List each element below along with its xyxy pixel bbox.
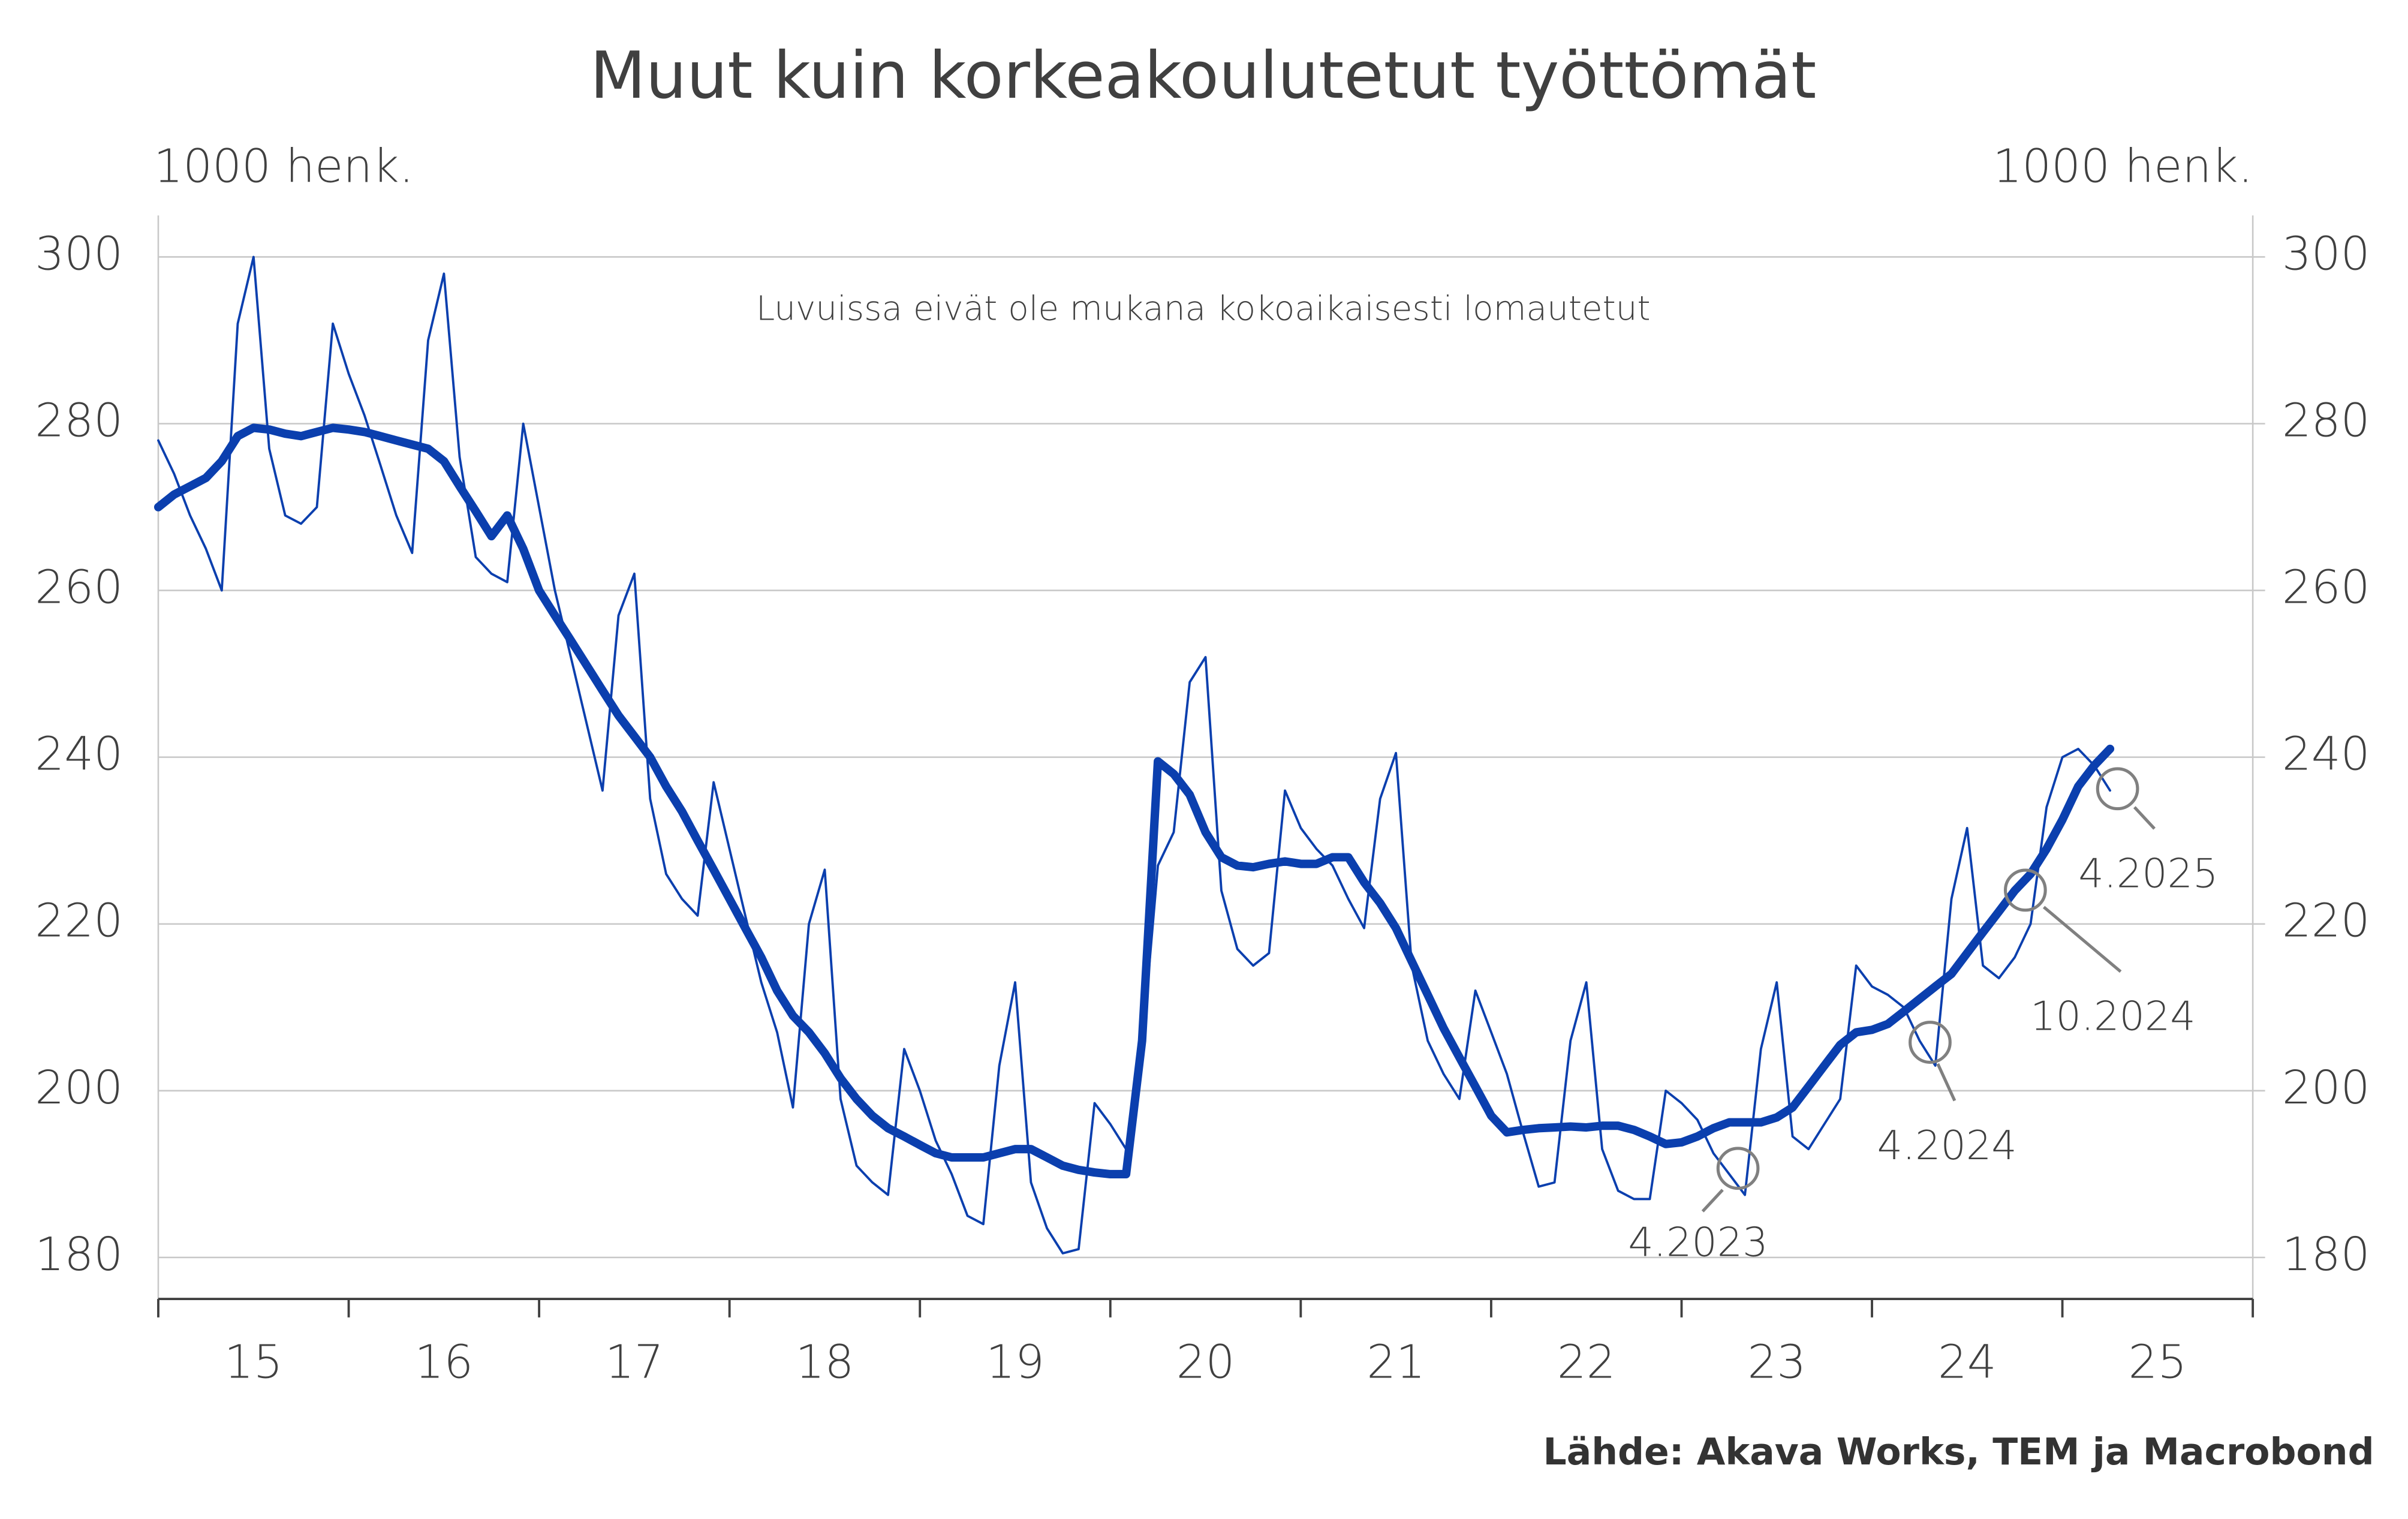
x-tick-label: 18 xyxy=(796,1335,854,1389)
x-tick-label: 19 xyxy=(986,1335,1045,1389)
y-tick-label: 180 xyxy=(35,1228,123,1282)
annotation-circle xyxy=(2003,868,2047,912)
x-tick-label: 23 xyxy=(1747,1335,1806,1389)
y2-tick-label: 300 xyxy=(2282,227,2370,281)
annotation-leader xyxy=(2133,806,2156,830)
y2-tick-label: 180 xyxy=(2282,1228,2370,1282)
x-tick-label: 22 xyxy=(1557,1335,1616,1389)
subtitle: Luvuissa eivät ole mukana kokoaikaisesti… xyxy=(756,290,1651,329)
x-tick-label: 25 xyxy=(2128,1335,2187,1389)
y2-tick-label: 200 xyxy=(2282,1061,2370,1115)
y2-tick-label: 260 xyxy=(2282,561,2370,615)
line-series xyxy=(153,423,2115,1179)
x-tick-label: 20 xyxy=(1176,1335,1235,1389)
x-tick-label: 21 xyxy=(1366,1335,1425,1389)
y2-tick-label: 280 xyxy=(2282,395,2370,448)
source: Lähde: Akava Works, TEM ja Macrobond xyxy=(1543,1430,2374,1473)
y-tick-label: 220 xyxy=(35,895,123,948)
y-tick-label: 260 xyxy=(35,561,123,615)
y-tick-label: 200 xyxy=(35,1061,123,1115)
annotation-label: 4.2025 xyxy=(2078,850,2218,897)
x-tick-label: 24 xyxy=(1938,1335,1997,1389)
annotation-label: 10.2024 xyxy=(2030,993,2196,1040)
chart-title: Muut kuin korkeakoulutetut työttömät xyxy=(590,38,1816,113)
y2-tick-label: 240 xyxy=(2282,728,2370,781)
y-tick-label: 280 xyxy=(35,395,123,448)
annotation-circle xyxy=(1909,1021,1952,1064)
x-tick-label: 17 xyxy=(605,1335,664,1389)
annotation-label: 4.2023 xyxy=(1628,1219,1768,1265)
y-axis-label: 1000 henk. xyxy=(153,140,414,193)
annotation-label: 4.2024 xyxy=(1877,1122,2017,1169)
y-tick-label: 300 xyxy=(35,227,123,281)
annotation-leader xyxy=(1936,1063,1956,1102)
y2-tick-label: 220 xyxy=(2282,895,2370,948)
annotation-circle xyxy=(1716,1147,1760,1190)
x-tick-label: 16 xyxy=(414,1335,473,1389)
annotation-leader xyxy=(2042,906,2122,973)
annotation-circle xyxy=(2096,767,2139,811)
y2-axis-label: 1000 henk. xyxy=(1992,140,2253,193)
annotation-leader xyxy=(1701,1189,1724,1213)
x-tick-label: 15 xyxy=(224,1335,283,1389)
y-tick-label: 240 xyxy=(35,728,123,781)
